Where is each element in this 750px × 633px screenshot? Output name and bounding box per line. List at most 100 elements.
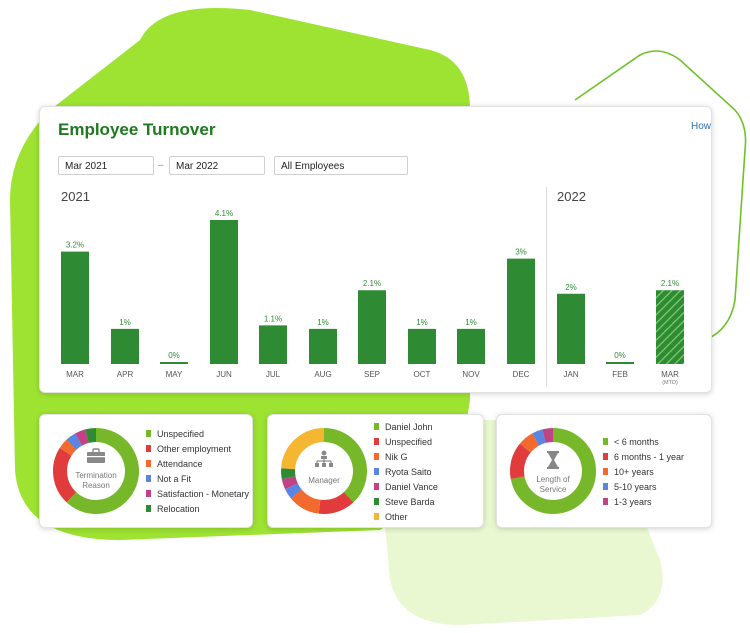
year-divider bbox=[546, 187, 547, 387]
legend-label: 1-3 years bbox=[614, 496, 652, 507]
legend-swatch bbox=[146, 475, 151, 482]
legend-label: Unspecified bbox=[157, 428, 205, 439]
length-of-service-legend: < 6 months 6 months - 1 year 10+ years 5-10… bbox=[603, 434, 684, 509]
bar-value-label: 2% bbox=[565, 283, 577, 292]
legend-swatch bbox=[603, 438, 608, 445]
x-tick-label: JUL bbox=[266, 370, 281, 379]
legend-swatch bbox=[603, 453, 608, 460]
employee-group-select[interactable]: All Employees bbox=[274, 156, 408, 175]
bar-jun-2021 bbox=[210, 220, 238, 364]
legend-label: Not a Fit bbox=[157, 473, 192, 484]
legend-swatch bbox=[146, 490, 151, 497]
legend-item: Steve Barda bbox=[374, 494, 438, 509]
legend-item: Satisfaction - Monetary bbox=[146, 486, 249, 501]
bar-oct-2021 bbox=[408, 328, 436, 364]
legend-swatch bbox=[374, 423, 379, 430]
donut-hole bbox=[525, 443, 581, 499]
donut-segment-5 bbox=[75, 429, 89, 446]
donut-segment-1 bbox=[66, 428, 139, 514]
bar-value-label: 3.2% bbox=[66, 241, 84, 250]
bar-apr-2021 bbox=[111, 328, 139, 364]
legend-item: Attendance bbox=[146, 456, 249, 471]
legend-label: Steve Barda bbox=[385, 496, 435, 507]
donut-segment-7 bbox=[281, 428, 325, 470]
legend-item: Unspecified bbox=[146, 426, 249, 441]
legend-label: 5-10 years bbox=[614, 481, 657, 492]
legend-item: 6 months - 1 year bbox=[603, 449, 684, 464]
x-tick-label: APR bbox=[117, 370, 134, 379]
bar-mar-2022 bbox=[656, 290, 684, 364]
legend-label: Satisfaction - Monetary bbox=[157, 488, 250, 499]
manager-legend: Daniel John Unspecified Nik G Ryota Saito Da… bbox=[374, 419, 438, 524]
center-label-line: Manager bbox=[308, 476, 340, 485]
donut-segment-2 bbox=[318, 491, 354, 514]
legend-item: 5-10 years bbox=[603, 479, 684, 494]
length-of-service-card: Length of Service < 6 months 6 months - 1… bbox=[496, 414, 712, 528]
bar-value-label: 2.1% bbox=[363, 279, 381, 288]
bar-dec-2021 bbox=[507, 258, 535, 364]
bar-value-label: 2.1% bbox=[661, 279, 679, 288]
legend-swatch bbox=[374, 453, 379, 460]
help-link[interactable]: How bbox=[690, 121, 711, 132]
x-tick-label: AUG bbox=[314, 370, 331, 379]
bar-feb-2022 bbox=[606, 362, 634, 364]
bar-value-label: 1% bbox=[416, 318, 428, 327]
legend-swatch bbox=[374, 498, 379, 505]
legend-item: Daniel Vance bbox=[374, 479, 438, 494]
legend-item: Other bbox=[374, 509, 438, 524]
bar-value-label: 4.1% bbox=[215, 209, 233, 218]
legend-swatch bbox=[146, 430, 151, 437]
lime-outline-right bbox=[574, 50, 747, 361]
legend-label: Daniel Vance bbox=[385, 481, 438, 492]
legend-label: Daniel John bbox=[385, 421, 433, 432]
donut-segment-6 bbox=[85, 428, 97, 443]
end-date-field[interactable]: Mar 2022 bbox=[169, 156, 265, 175]
legend-swatch bbox=[603, 498, 608, 505]
legend-label: Other bbox=[385, 511, 408, 522]
bar-value-label: 1% bbox=[119, 318, 131, 327]
org-chart-icon bbox=[315, 450, 333, 467]
turnover-card: Employee Turnover How Mar 2021 – Mar 202… bbox=[39, 106, 712, 393]
legend-item: Relocation bbox=[146, 501, 249, 516]
donut-hole bbox=[68, 443, 124, 499]
termination-reason-legend: Unspecified Other employment Attendance Not… bbox=[146, 426, 249, 516]
bar-nov-2021 bbox=[457, 328, 485, 364]
termination-reason-donut bbox=[53, 428, 139, 514]
x-tick-label: MAY bbox=[166, 370, 183, 379]
donut-segment-1 bbox=[510, 428, 596, 514]
bar-jan-2022 bbox=[557, 293, 585, 364]
donut-segment-1 bbox=[323, 428, 367, 503]
bar-value-label: 1% bbox=[317, 318, 329, 327]
legend-swatch bbox=[146, 445, 151, 452]
donut-segment-3 bbox=[290, 489, 321, 514]
legend-swatch bbox=[146, 505, 151, 512]
date-separator: – bbox=[158, 160, 164, 171]
length-of-service-label: Length of Service bbox=[503, 475, 603, 495]
x-tick-label: FEB bbox=[612, 370, 628, 379]
legend-swatch bbox=[603, 468, 608, 475]
manager-card: Manager Daniel John Unspecified Nik G Ryota… bbox=[267, 414, 484, 528]
legend-label: Unspecified bbox=[385, 436, 433, 447]
bar-value-label: 0% bbox=[168, 351, 180, 360]
year-label-2022: 2022 bbox=[557, 189, 586, 204]
legend-label: Attendance bbox=[157, 458, 203, 469]
legend-label: 6 months - 1 year bbox=[614, 451, 685, 462]
briefcase-icon bbox=[87, 448, 105, 463]
legend-label: < 6 months bbox=[614, 436, 659, 447]
manager-label: Manager bbox=[274, 476, 374, 486]
legend-swatch bbox=[146, 460, 151, 467]
legend-item: 1-3 years bbox=[603, 494, 684, 509]
legend-swatch bbox=[374, 468, 379, 475]
donut-segment-4 bbox=[66, 433, 83, 451]
year-label-2021: 2021 bbox=[61, 189, 90, 204]
bar-aug-2021 bbox=[309, 328, 337, 364]
termination-reason-label: Termination Reason bbox=[46, 471, 146, 491]
bar-may-2021 bbox=[160, 362, 188, 364]
start-date-field[interactable]: Mar 2021 bbox=[58, 156, 154, 175]
donut-segment-4 bbox=[285, 483, 302, 499]
donut-segment-5 bbox=[281, 476, 298, 490]
legend-swatch bbox=[603, 483, 608, 490]
x-tick-label: SEP bbox=[364, 370, 380, 379]
center-label-line: Reason bbox=[82, 481, 110, 490]
x-tick-label: DEC bbox=[513, 370, 530, 379]
